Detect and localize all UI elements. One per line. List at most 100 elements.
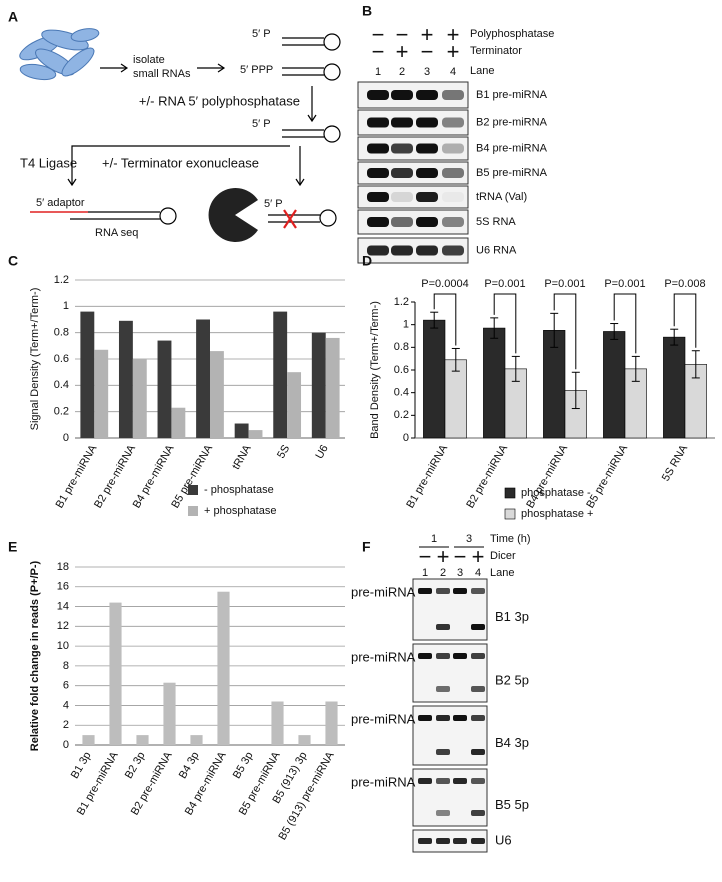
- gel-band: [442, 217, 464, 227]
- error-bar: [571, 371, 580, 410]
- gel-band: [471, 686, 485, 692]
- left-label: pre-miRNA: [351, 774, 416, 789]
- x-tick-label: U6: [313, 443, 330, 461]
- sign: +: [447, 22, 460, 47]
- p-value: P=0.001: [544, 278, 585, 290]
- legend-label: phosphatase -: [521, 487, 591, 499]
- time-label: 1: [431, 533, 437, 545]
- gel-band: [367, 217, 389, 227]
- seq-label: RNA seq: [95, 227, 138, 239]
- sign: +: [447, 39, 460, 64]
- gel-band: [436, 749, 450, 755]
- lane-number: 2: [399, 66, 405, 78]
- gel-label: B2 pre-miRNA: [476, 116, 548, 128]
- bar: [298, 735, 311, 745]
- gel-band: [416, 245, 438, 256]
- error-bar: [691, 350, 700, 379]
- bar: [234, 423, 249, 438]
- gel-band: [391, 117, 413, 128]
- x-tick-label: B1 3p: [69, 750, 94, 781]
- left-label: pre-miRNA: [351, 584, 416, 599]
- significance-bracket: [613, 293, 637, 354]
- gel-band: [471, 749, 485, 755]
- gel-band: [391, 168, 413, 178]
- sign: −: [372, 22, 385, 47]
- gel-band: [453, 838, 467, 844]
- gel-band: [416, 168, 438, 178]
- significance-bracket: [553, 293, 577, 370]
- legend-swatch: [504, 487, 516, 499]
- gel-band: [367, 245, 389, 256]
- gel-band: [436, 810, 450, 816]
- bar: [248, 430, 263, 438]
- gel-band: [442, 245, 464, 256]
- bar: [603, 331, 626, 439]
- x-tick-label: B4 pre-miRNA: [131, 442, 177, 510]
- y-axis-title: Band Density (Term+/Term-): [369, 301, 381, 439]
- gel-band: [442, 117, 464, 128]
- gel-band: [436, 715, 450, 721]
- end-label: 5′ P: [252, 118, 271, 130]
- bar: [109, 602, 122, 745]
- significance-bracket: [493, 293, 517, 354]
- bar: [217, 591, 230, 745]
- gel-band: [471, 810, 485, 816]
- gel-strip: [357, 185, 469, 209]
- gel-band: [453, 778, 467, 784]
- y-tick-label: 0: [63, 739, 69, 751]
- x-tick-label: 5S RNA: [660, 442, 691, 483]
- step-label: +/- RNA 5′ polyphosphatase: [139, 93, 300, 108]
- gel-band: [436, 588, 450, 594]
- gel-band: [453, 715, 467, 721]
- time-title: Time (h): [490, 533, 531, 545]
- sign: −: [421, 39, 434, 64]
- y-tick-label: 0.2: [54, 406, 69, 418]
- x-tick-label: B2 pre-miRNA: [92, 442, 138, 510]
- gel-band: [436, 778, 450, 784]
- panel-letter: F: [362, 539, 371, 555]
- legend-label: + phosphatase: [204, 505, 276, 517]
- end-label: 5′ P: [252, 28, 271, 40]
- gel-band: [416, 117, 438, 128]
- y-axis-title: Relative fold change in reads (P+/P-): [29, 560, 41, 751]
- sign: −: [372, 39, 385, 64]
- x-tick-label: B5 pre-miRNA: [584, 442, 630, 510]
- lane-number: 1: [375, 66, 381, 78]
- bar: [325, 337, 340, 438]
- error-bar: [490, 317, 499, 339]
- panel-a: A isolate small RNAs 5′ P 5′ PPP +/- RNA…: [8, 9, 341, 242]
- gel-label: B4 3p: [495, 735, 529, 750]
- bar: [82, 735, 95, 745]
- gel-band: [391, 192, 413, 202]
- block-x: [283, 209, 297, 229]
- row-label: Terminator: [470, 45, 522, 57]
- gel-label: 5S RNA: [476, 216, 516, 228]
- sign: +: [437, 544, 450, 569]
- lane-label: Lane: [470, 65, 494, 77]
- panel-letter: E: [8, 539, 17, 555]
- y-tick-label: 1: [403, 319, 409, 331]
- x-tick-label: B5 3p: [231, 750, 256, 781]
- panel-letter: A: [8, 9, 18, 25]
- lane-number: 1: [422, 567, 428, 579]
- adaptor-label: 5′ adaptor: [36, 197, 85, 209]
- legend-swatch: [188, 485, 198, 495]
- y-tick-label: 0: [63, 432, 69, 444]
- gel-band: [367, 168, 389, 178]
- bar: [663, 336, 686, 439]
- bar: [171, 407, 186, 438]
- error-bar: [610, 323, 619, 340]
- error-bar: [430, 311, 439, 329]
- bar: [118, 320, 133, 438]
- significance-bracket: [673, 293, 697, 348]
- panel-letter: C: [8, 253, 18, 269]
- gel-band: [391, 90, 413, 100]
- cells-icon: [19, 28, 100, 81]
- gel-label: B4 pre-miRNA: [476, 142, 548, 154]
- legend-swatch: [504, 508, 516, 520]
- x-tick-label: B1 pre-miRNA: [404, 442, 450, 510]
- y-axis-title: Signal Density (Term+/Term-): [29, 288, 41, 431]
- sign: +: [421, 22, 434, 47]
- bar: [325, 701, 338, 745]
